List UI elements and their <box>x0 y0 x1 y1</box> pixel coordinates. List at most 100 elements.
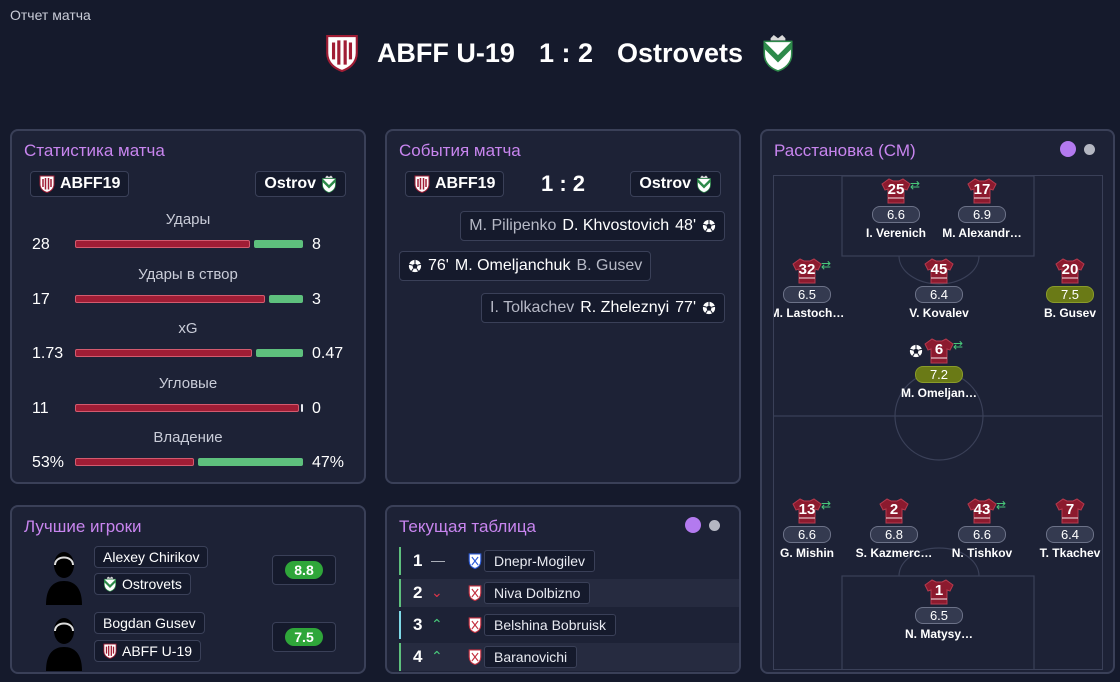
substitution-icon: ⇄ <box>910 178 921 192</box>
event-minute: 77' <box>675 299 696 316</box>
away-crest-icon <box>321 175 337 193</box>
standings-position: 1 <box>413 551 423 570</box>
shirt-icon: 7 <box>1055 498 1085 524</box>
shirt-icon: 20 <box>1055 258 1085 284</box>
stats-title: Статистика матча <box>24 141 165 160</box>
player-rating: 6.8 <box>870 526 918 543</box>
stat-home-bar <box>75 294 265 303</box>
events-home-pill: ABFF19 <box>405 171 505 197</box>
stat-away-value: 47% <box>312 454 345 471</box>
home-crest-icon <box>39 175 55 193</box>
lineup-player[interactable]: 20 7.5 B. Gusev <box>1028 258 1102 320</box>
lineup-player[interactable]: 7 6.4 T. Tkachev <box>1028 498 1102 560</box>
stat-home-bar <box>75 458 194 466</box>
standings-toggle-home-dot[interactable] <box>685 517 701 533</box>
stat-home-value: 1.73 <box>32 345 64 362</box>
standings-marker <box>399 579 401 607</box>
player-rating: 7.5 <box>1046 286 1094 303</box>
stat-label: xG <box>178 320 198 337</box>
player-rating: 6.4 <box>1046 526 1094 543</box>
stat-away-value: 3 <box>312 290 321 308</box>
stat-label: Удары в створ <box>138 265 238 283</box>
lineup-toggle-away-dot[interactable] <box>1084 144 1095 155</box>
standings-row[interactable]: 2⌄Niva Dolbizno60 оч. <box>399 579 739 607</box>
best-player-team[interactable]: Ostrovets <box>94 573 191 595</box>
best-players-title: Лучшие игроки <box>24 517 142 536</box>
stat-label: Владение <box>153 429 223 446</box>
player-number: 13 <box>798 501 816 518</box>
standings-trend-icon: ⌃ <box>431 616 443 632</box>
standings-marker <box>399 547 401 575</box>
standings-position: 4 <box>413 647 423 666</box>
stat-home-bar <box>75 240 250 248</box>
shirt-icon: 13 <box>792 498 822 524</box>
player-name: S. Kazmerc… <box>855 546 933 560</box>
match-header: ABFF U-19 1 : 2 Ostrovets <box>0 32 1120 74</box>
player-name: G. Mishin <box>780 546 834 560</box>
stat-away-bar <box>301 403 303 412</box>
shirt-icon: 32 <box>792 258 822 284</box>
pitch: 25 6.6 I. Verenich ⇄ 17 6.9 M. Alexandr… 32 6.5 M… <box>773 175 1103 670</box>
lineup-player[interactable]: 43 6.6 N. Tishkov ⇄ <box>940 498 1024 560</box>
event-assist: I. Tolkachev <box>490 299 575 316</box>
standings-title: Текущая таблица <box>399 517 537 536</box>
lineup-player[interactable]: 13 6.6 G. Mishin ⇄ <box>774 498 849 560</box>
home-team-name: ABFF U-19 <box>376 37 515 68</box>
standings-trend-icon: — <box>431 552 445 568</box>
player-rating: 6.4 <box>915 286 963 303</box>
lineup-player[interactable]: 32 6.5 M. Lastoch… ⇄ <box>774 258 849 320</box>
substitution-icon: ⇄ <box>953 338 964 352</box>
standings-team-name: Belshina Bobruisk <box>484 614 617 636</box>
best-player-name[interactable]: Bogdan Gusev <box>94 612 205 634</box>
player-name: N. Tishkov <box>951 546 1013 560</box>
shirt-icon: 1 <box>924 579 954 605</box>
player-number: 45 <box>930 261 948 278</box>
lineup-player[interactable]: 25 6.6 I. Verenich ⇄ <box>854 178 938 240</box>
match-score: 1 : 2 <box>538 37 593 68</box>
standings-trend-icon: ⌄ <box>431 584 443 600</box>
standings-team-name: Dnepr-Mogilev <box>484 550 596 572</box>
substitution-icon: ⇄ <box>996 498 1007 512</box>
lineup-player[interactable]: 1 6.5 N. Matysy… <box>897 579 981 641</box>
standings-row[interactable]: 3⌃Belshina Bobruisk59 оч. <box>399 611 739 639</box>
player-name: I. Verenich <box>865 226 927 240</box>
player-number: 6 <box>934 341 944 358</box>
standings-marker <box>399 643 401 671</box>
stat-away-value: 0.47 <box>312 345 344 362</box>
best-player-rating: 8.8 <box>272 555 336 585</box>
away-team-name: Ostrovets <box>616 37 744 68</box>
event-row[interactable]: I. Tolkachev R. Zheleznyi 77' <box>481 293 725 323</box>
player-number: 43 <box>973 501 991 518</box>
stats-home-label: ABFF19 <box>60 175 121 192</box>
home-crest-icon <box>103 643 117 659</box>
lineup-player[interactable]: 2 6.8 S. Kazmerc… <box>852 498 936 560</box>
event-assist: B. Gusev <box>576 257 643 274</box>
events-title: События матча <box>399 141 521 160</box>
away-crest-icon <box>103 576 117 592</box>
lineup-player[interactable]: 6 7.2 M. Omeljan… ⇄ <box>897 338 981 400</box>
best-player-rating: 7.5 <box>272 622 336 652</box>
best-player-team[interactable]: ABFF U-19 <box>94 640 202 662</box>
player-name: B. Gusev <box>1043 306 1097 320</box>
standings-toggle-away-dot[interactable] <box>709 520 720 531</box>
lineup-player[interactable]: 45 6.4 V. Kovalev <box>897 258 981 320</box>
stat-away-bar <box>198 458 303 466</box>
event-scorer: D. Khvostovich <box>562 217 670 234</box>
events-away-pill: Ostrov <box>630 171 721 197</box>
standings-row[interactable]: 4⌃Baranovichi59 оч. <box>399 643 739 671</box>
standings-trend-icon: ⌃ <box>431 648 443 664</box>
lineup-toggle-home-dot[interactable] <box>1060 141 1076 157</box>
standings-row[interactable]: 1—Dnepr-Mogilev62 оч. <box>399 547 739 575</box>
event-row[interactable]: M. Pilipenko D. Khvostovich 48' <box>460 211 725 241</box>
away-crest-icon <box>696 175 712 193</box>
event-assist: M. Pilipenko <box>469 217 557 234</box>
stat-label: Удары <box>165 211 211 228</box>
stat-away-value: 8 <box>312 236 321 253</box>
lineup-player[interactable]: 17 6.9 M. Alexandr… <box>940 178 1024 240</box>
best-players-panel: Лучшие игроки Alexey Chirikov Ostrovets … <box>10 505 366 674</box>
events-score: 1 : 2 <box>540 171 586 196</box>
away-crest-icon <box>761 34 795 72</box>
best-player-name[interactable]: Alexey Chirikov <box>94 546 209 568</box>
event-row[interactable]: 76' M. Omeljanchuk B. Gusev <box>399 251 652 281</box>
home-crest-icon <box>325 34 359 72</box>
